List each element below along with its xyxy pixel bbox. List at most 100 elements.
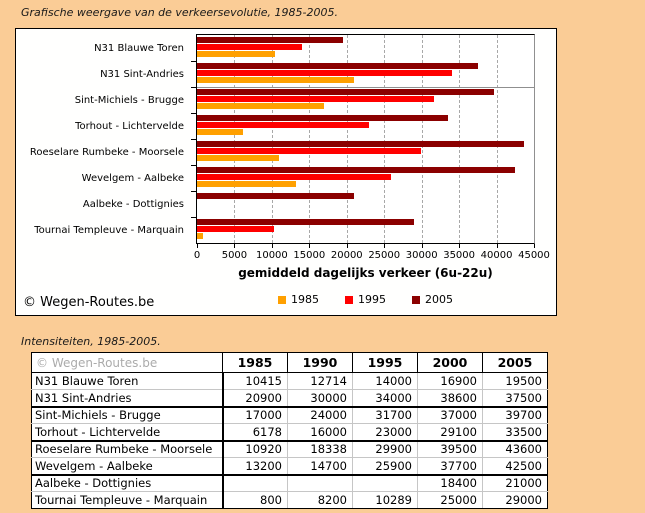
x-tick-label: 5000 (221, 250, 248, 261)
table-cell: 16900 (417, 372, 483, 390)
bar-1995 (197, 70, 452, 76)
table-cell: 34000 (352, 389, 418, 408)
row-label: Sint-Michiels - Brugge (31, 406, 224, 424)
table-cell: 14000 (352, 372, 418, 390)
table-row: Wevelgem - Aalbeke 13200 14700 25900 37700 42… (31, 457, 548, 476)
legend-label: 2005 (425, 293, 453, 306)
table-row: Roeselare Rumbeke - Moorsele 10920 18338 29… (31, 440, 548, 458)
table-cell: 37000 (417, 406, 483, 424)
gridline (384, 35, 386, 243)
bar-1995 (197, 174, 391, 180)
bar-group (197, 139, 534, 165)
legend-swatch-icon (412, 295, 420, 304)
gridline (421, 35, 423, 243)
category-separator-line (197, 87, 534, 88)
table-cell: 800 (222, 491, 288, 509)
bar-1995 (197, 96, 435, 102)
x-tick-label: 10000 (255, 250, 288, 261)
legend-label: 1985 (291, 293, 319, 306)
x-tick-mark (384, 244, 386, 248)
row-label: Torhout - Lichtervelde (31, 423, 224, 442)
table-row: Tournai Templeuve - Marquain 800 8200 10289… (31, 491, 548, 509)
x-tick-mark (346, 244, 348, 248)
table-header-row: © Wegen-Routes.be 1985 1990 1995 2000 2005 (31, 352, 548, 373)
x-tick-label: 25000 (368, 250, 401, 261)
legend-swatch-icon (345, 295, 353, 304)
bar-group (197, 87, 534, 113)
bar-1985 (197, 129, 244, 135)
bar-2005 (197, 37, 344, 43)
x-tick-label: 40000 (480, 250, 513, 261)
column-header-1985: 1985 (222, 352, 288, 373)
chart-copyright-text: © Wegen-Routes.be (23, 295, 155, 310)
bar-1985 (197, 233, 203, 239)
table-cell: 21000 (482, 474, 548, 492)
table-cell: 37500 (482, 389, 548, 408)
column-header-2000: 2000 (417, 352, 483, 373)
category-label: Tournai Templeuve - Marquain (34, 224, 184, 236)
bar-1985 (197, 103, 325, 109)
table-cell: 10920 (222, 440, 288, 458)
category-label: Torhout - Lichtervelde (75, 120, 184, 132)
bar-2005 (197, 63, 478, 69)
table-cell: 23000 (352, 423, 418, 442)
bar-2005 (197, 193, 355, 199)
row-label: Wevelgem - Aalbeke (31, 457, 224, 476)
table-cell: 16000 (287, 423, 353, 442)
y-tick-mark (191, 113, 196, 114)
y-tick-mark (191, 191, 196, 192)
table-cell: 25900 (352, 457, 418, 476)
table-cell: 17000 (222, 406, 288, 424)
table-row: Sint-Michiels - Brugge 17000 24000 31700 370… (31, 406, 548, 424)
bar-1985 (197, 155, 279, 161)
table-cell (352, 474, 418, 492)
bar-1995 (197, 226, 275, 232)
table-cell: 18400 (417, 474, 483, 492)
table-cell: 24000 (287, 406, 353, 424)
y-tick-mark (191, 139, 196, 140)
category-label: Sint-Michiels - Brugge (74, 94, 184, 106)
table-cell: 12714 (287, 372, 353, 390)
table-cell: 13200 (222, 457, 288, 476)
table-row: Aalbeke - Dottignies 18400 21000 (31, 474, 548, 492)
table-cell: 6178 (222, 423, 288, 442)
x-tick-mark (234, 244, 236, 248)
gridline (459, 35, 461, 243)
bar-1985 (197, 77, 354, 83)
bar-1985 (197, 181, 296, 187)
category-label: Aalbeke - Dottignies (82, 198, 184, 210)
table-cell: 29900 (352, 440, 418, 458)
x-tick-mark (197, 244, 198, 248)
x-tick-label: 30000 (405, 250, 438, 261)
table-cell: 29000 (482, 491, 548, 509)
x-tick-mark (496, 244, 498, 248)
table-cell: 25000 (417, 491, 483, 509)
gridline (346, 35, 348, 243)
column-header-1990: 1990 (287, 352, 353, 373)
x-tick-mark (459, 244, 461, 248)
table-cell: 37700 (417, 457, 483, 476)
page-title: Grafische weergave van de verkeersevolut… (21, 6, 339, 19)
bar-group (197, 61, 534, 87)
intensity-table: © Wegen-Routes.be 1985 1990 1995 2000 2005 N3… (31, 352, 548, 509)
bar-group (197, 217, 534, 243)
table-cell (287, 474, 353, 492)
bar-group (197, 35, 534, 61)
table-cell: 8200 (287, 491, 353, 509)
table-cell: 43600 (482, 440, 548, 458)
chart-legend: 1985 1995 2005 (196, 293, 535, 306)
y-tick-mark (191, 87, 196, 88)
table-cell: 20900 (222, 389, 288, 408)
table-cell (222, 474, 288, 492)
table-body: N31 Blauwe Toren 10415 12714 14000 16900 1950… (31, 372, 548, 509)
x-tick-label: 35000 (443, 250, 476, 261)
table-row: Torhout - Lichtervelde 6178 16000 23000 2910… (31, 423, 548, 442)
chart-frame: N31 Blauwe Toren N31 Sint-Andries Sint-Mic… (15, 28, 557, 316)
gridline (234, 35, 236, 243)
gridline (271, 35, 273, 243)
column-header-1995: 1995 (352, 352, 418, 373)
table-cell: 18338 (287, 440, 353, 458)
gridline (309, 35, 311, 243)
table-cell: 33500 (482, 423, 548, 442)
table-row: N31 Sint-Andries 20900 30000 34000 38600 3750… (31, 389, 548, 408)
